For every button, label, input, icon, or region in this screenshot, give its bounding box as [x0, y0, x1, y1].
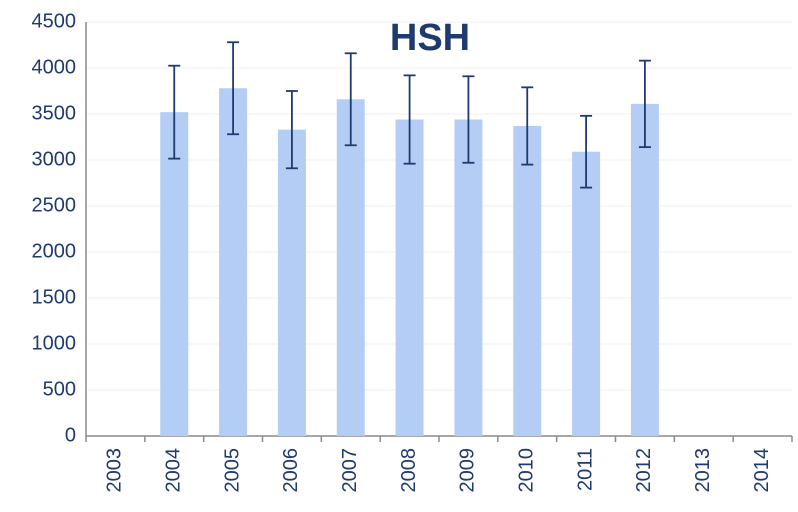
error-bar: [580, 114, 593, 189]
y-tick-label: 3500: [32, 102, 77, 124]
x-tick-label: 2003: [104, 448, 126, 493]
x-tick-label: 2012: [633, 448, 655, 493]
y-tick-label: 4000: [32, 56, 77, 78]
error-bar: [462, 75, 475, 164]
bar: [219, 88, 248, 437]
bar: [160, 112, 189, 436]
error-bar: [168, 64, 181, 160]
bar: [454, 119, 483, 437]
bar: [395, 119, 424, 437]
y-tick-label: 2000: [32, 240, 77, 262]
y-tick-label: 0: [65, 424, 76, 446]
y-tick-label: 1500: [32, 286, 77, 308]
bar: [277, 129, 306, 436]
x-tick-label: 2009: [457, 448, 479, 493]
bar: [513, 125, 542, 437]
x-tick-label: 2011: [574, 448, 596, 491]
x-tick-label: 2005: [221, 448, 243, 493]
error-bar: [285, 90, 298, 170]
error-bar: [227, 41, 240, 136]
bar: [572, 151, 601, 436]
y-tick-label: 4500: [32, 10, 77, 32]
x-tick-label: 2004: [163, 448, 185, 493]
bar: [336, 99, 365, 436]
y-tick-label: 2500: [32, 194, 77, 216]
x-tick-label: 2006: [280, 448, 302, 493]
x-tick-label: 2007: [339, 448, 361, 493]
y-tick-label: 3000: [32, 148, 77, 170]
error-bar: [403, 74, 416, 165]
bar: [630, 103, 659, 436]
error-bar: [344, 52, 357, 147]
y-tick-label: 500: [43, 378, 76, 400]
y-tick-label: 1000: [32, 332, 77, 354]
x-tick-label: 2008: [398, 448, 420, 493]
x-tick-label: 2014: [751, 448, 773, 493]
chart-title: HSH: [390, 17, 470, 59]
x-tick-label: 2013: [692, 448, 714, 493]
error-bar: [638, 59, 651, 149]
error-bar: [521, 86, 534, 166]
x-tick-label: 2010: [516, 448, 538, 493]
